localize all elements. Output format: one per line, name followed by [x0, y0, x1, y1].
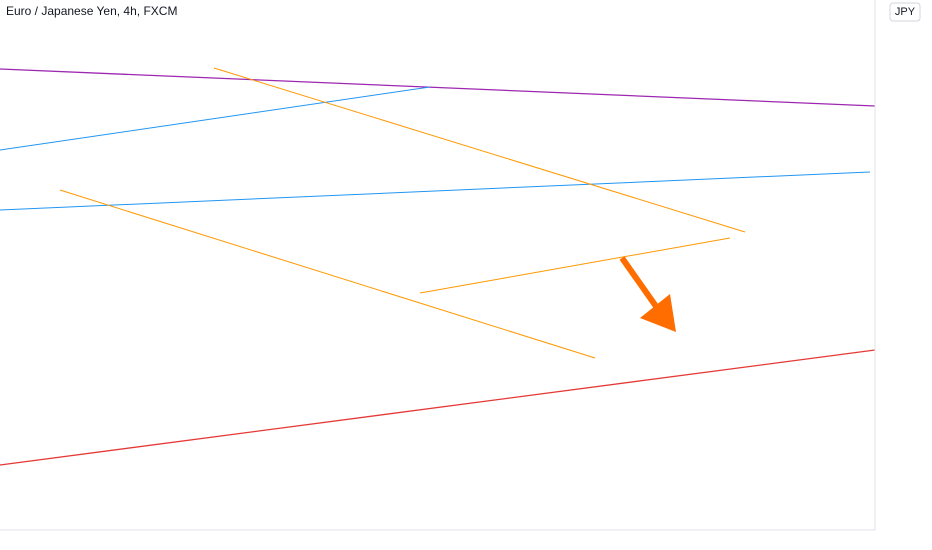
trend-line [0, 171, 871, 211]
currency-label[interactable]: JPY [895, 6, 916, 18]
price-axis [875, 0, 932, 550]
trend-line [0, 349, 876, 466]
trend-line [59, 189, 596, 359]
trend-line [419, 237, 731, 294]
arrow [619, 256, 663, 314]
trend-line [0, 68, 876, 107]
currency-button[interactable] [889, 2, 921, 22]
trend-line [213, 67, 746, 233]
chart-title: Euro / Japanese Yen, 4h, FXCM [6, 4, 177, 18]
trend-line [0, 86, 431, 151]
trend-lines [0, 67, 876, 466]
arrow-head [640, 294, 676, 332]
